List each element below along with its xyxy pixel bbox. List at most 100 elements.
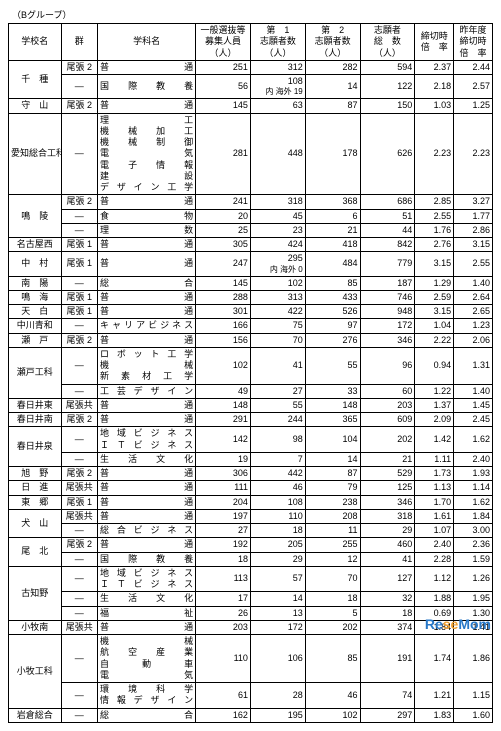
cell-a2: 55: [305, 347, 360, 384]
table-row: 東 郷尾張 1普 通2041082383461.701.62: [9, 495, 493, 509]
cell-r: 2.40: [415, 538, 454, 552]
cell-tot: 779: [360, 252, 415, 276]
cell-a2: 6: [305, 209, 360, 223]
cell-cap: 17: [196, 592, 251, 606]
cell-a2: 11: [305, 524, 360, 538]
cell-a2: 282: [305, 60, 360, 74]
cell-school: 名古屋西: [9, 238, 62, 252]
cell-cap: 18: [196, 552, 251, 566]
cell-dept: 地 域 ビ ジ ネ ス ＩＴビジネス: [98, 566, 196, 592]
cell-r: 2.09: [415, 413, 454, 427]
cell-dept: 普 通: [98, 398, 196, 412]
cell-cap: 61: [196, 683, 251, 709]
cell-gun: 尾張 2: [61, 333, 98, 347]
table-row: 日 進尾張共普 通11146791251.131.14: [9, 481, 493, 495]
cell-gun: 尾張共: [61, 620, 98, 634]
cell-gun: 尾張 2: [61, 99, 98, 113]
cell-dept: 国 際 教 養: [98, 75, 196, 99]
cell-school: 守 山: [9, 99, 62, 113]
cell-a2: 85: [305, 276, 360, 290]
cell-tot: 297: [360, 708, 415, 722]
cell-gun: 尾張共: [61, 509, 98, 523]
cell-r: 2.22: [415, 333, 454, 347]
cell-dept: 普 通: [98, 495, 196, 509]
cell-a2: 21: [305, 223, 360, 237]
cell-cap: 56: [196, 75, 251, 99]
cell-school: 尾 北: [9, 538, 62, 567]
cell-dept: 総 合: [98, 276, 196, 290]
cell-r: 2.37: [415, 60, 454, 74]
cell-pr: 2.64: [454, 290, 493, 304]
cell-a2: 46: [305, 683, 360, 709]
header-dept: 学科名: [98, 24, 196, 61]
cell-dept: 機 械 航 空 産 業 自 動 車 電 気: [98, 635, 196, 683]
table-row: 鳴 海尾張 1普 通2883134337462.592.64: [9, 290, 493, 304]
cell-dept: 総 合: [98, 708, 196, 722]
cell-a2: 104: [305, 427, 360, 453]
cell-a1: 29: [250, 552, 305, 566]
cell-r: 1.13: [415, 481, 454, 495]
cell-r: 1.21: [415, 683, 454, 709]
cell-school: 瀬 戸: [9, 333, 62, 347]
cell-tot: 96: [360, 347, 415, 384]
cell-cap: 203: [196, 620, 251, 634]
cell-pr: 3.00: [454, 524, 493, 538]
cell-cap: 281: [196, 113, 251, 195]
cell-a1: 312: [250, 60, 305, 74]
cell-a1: 63: [250, 99, 305, 113]
cell-a2: 33: [305, 384, 360, 398]
cell-dept: 理 数: [98, 223, 196, 237]
cell-a1: 422: [250, 305, 305, 319]
cell-gun: ―: [61, 223, 98, 237]
cell-dept: キャリアビジネス: [98, 319, 196, 333]
cell-dept: 普 通: [98, 99, 196, 113]
cell-r: 1.73: [415, 467, 454, 481]
table-row: 春日井南尾張 2普 通2912443656092.092.45: [9, 413, 493, 427]
table-row: 中 村尾張 1普 通247295内 海外 04847793.152.55: [9, 252, 493, 276]
cell-dept: 普 通: [98, 238, 196, 252]
cell-dept: 総 合 ビ ジ ネ ス: [98, 524, 196, 538]
cell-r: 0.94: [415, 347, 454, 384]
cell-gun: ―: [61, 427, 98, 453]
cell-a1: 27: [250, 384, 305, 398]
cell-tot: 44: [360, 223, 415, 237]
cell-a1: 318: [250, 195, 305, 209]
cell-cap: 247: [196, 252, 251, 276]
cell-a1: 55: [250, 398, 305, 412]
table-row: 瀬戸工科―ロボット工学 機 械 新 素 材 工 学1024155960.941.…: [9, 347, 493, 384]
cell-a2: 14: [305, 75, 360, 99]
cell-school: 愛知総合工科: [9, 113, 62, 195]
cell-a2: 238: [305, 495, 360, 509]
cell-pr: 2.44: [454, 60, 493, 74]
cell-r: 1.03: [415, 99, 454, 113]
cell-pr: 2.57: [454, 75, 493, 99]
cell-pr: 1.31: [454, 347, 493, 384]
cell-dept: 工 芸 デ ザ イ ン: [98, 384, 196, 398]
cell-tot: 32: [360, 592, 415, 606]
cell-school: 春日井南: [9, 413, 62, 427]
cell-cap: 148: [196, 398, 251, 412]
table-row: ―工 芸 デ ザ イ ン492733601.221.40: [9, 384, 493, 398]
cell-pr: 1.93: [454, 467, 493, 481]
cell-gun: 尾張 2: [61, 60, 98, 74]
cell-pr: 2.65: [454, 305, 493, 319]
cell-a2: 14: [305, 452, 360, 466]
cell-dept: 普 通: [98, 467, 196, 481]
cell-tot: 594: [360, 60, 415, 74]
cell-pr: 2.23: [454, 113, 493, 195]
cell-gun: ―: [61, 592, 98, 606]
cell-dept: 福 祉: [98, 606, 196, 620]
table-row: ―国 際 教 養56108内 海外 19141222.182.57: [9, 75, 493, 99]
cell-tot: 346: [360, 495, 415, 509]
cell-pr: 1.60: [454, 708, 493, 722]
cell-a1: 14: [250, 592, 305, 606]
table-row: ―理 数252321441.762.86: [9, 223, 493, 237]
cell-a2: 18: [305, 592, 360, 606]
table-row: 尾 北尾張 2普 通1922052554602.402.36: [9, 538, 493, 552]
cell-r: 1.29: [415, 276, 454, 290]
header-prev-ratio: 昨年度 締切時 倍 率: [454, 24, 493, 61]
cell-r: 2.59: [415, 290, 454, 304]
cell-dept: 普 通: [98, 333, 196, 347]
table-row: ―生 活 文 化19714211.112.40: [9, 452, 493, 466]
cell-r: 1.74: [415, 635, 454, 683]
